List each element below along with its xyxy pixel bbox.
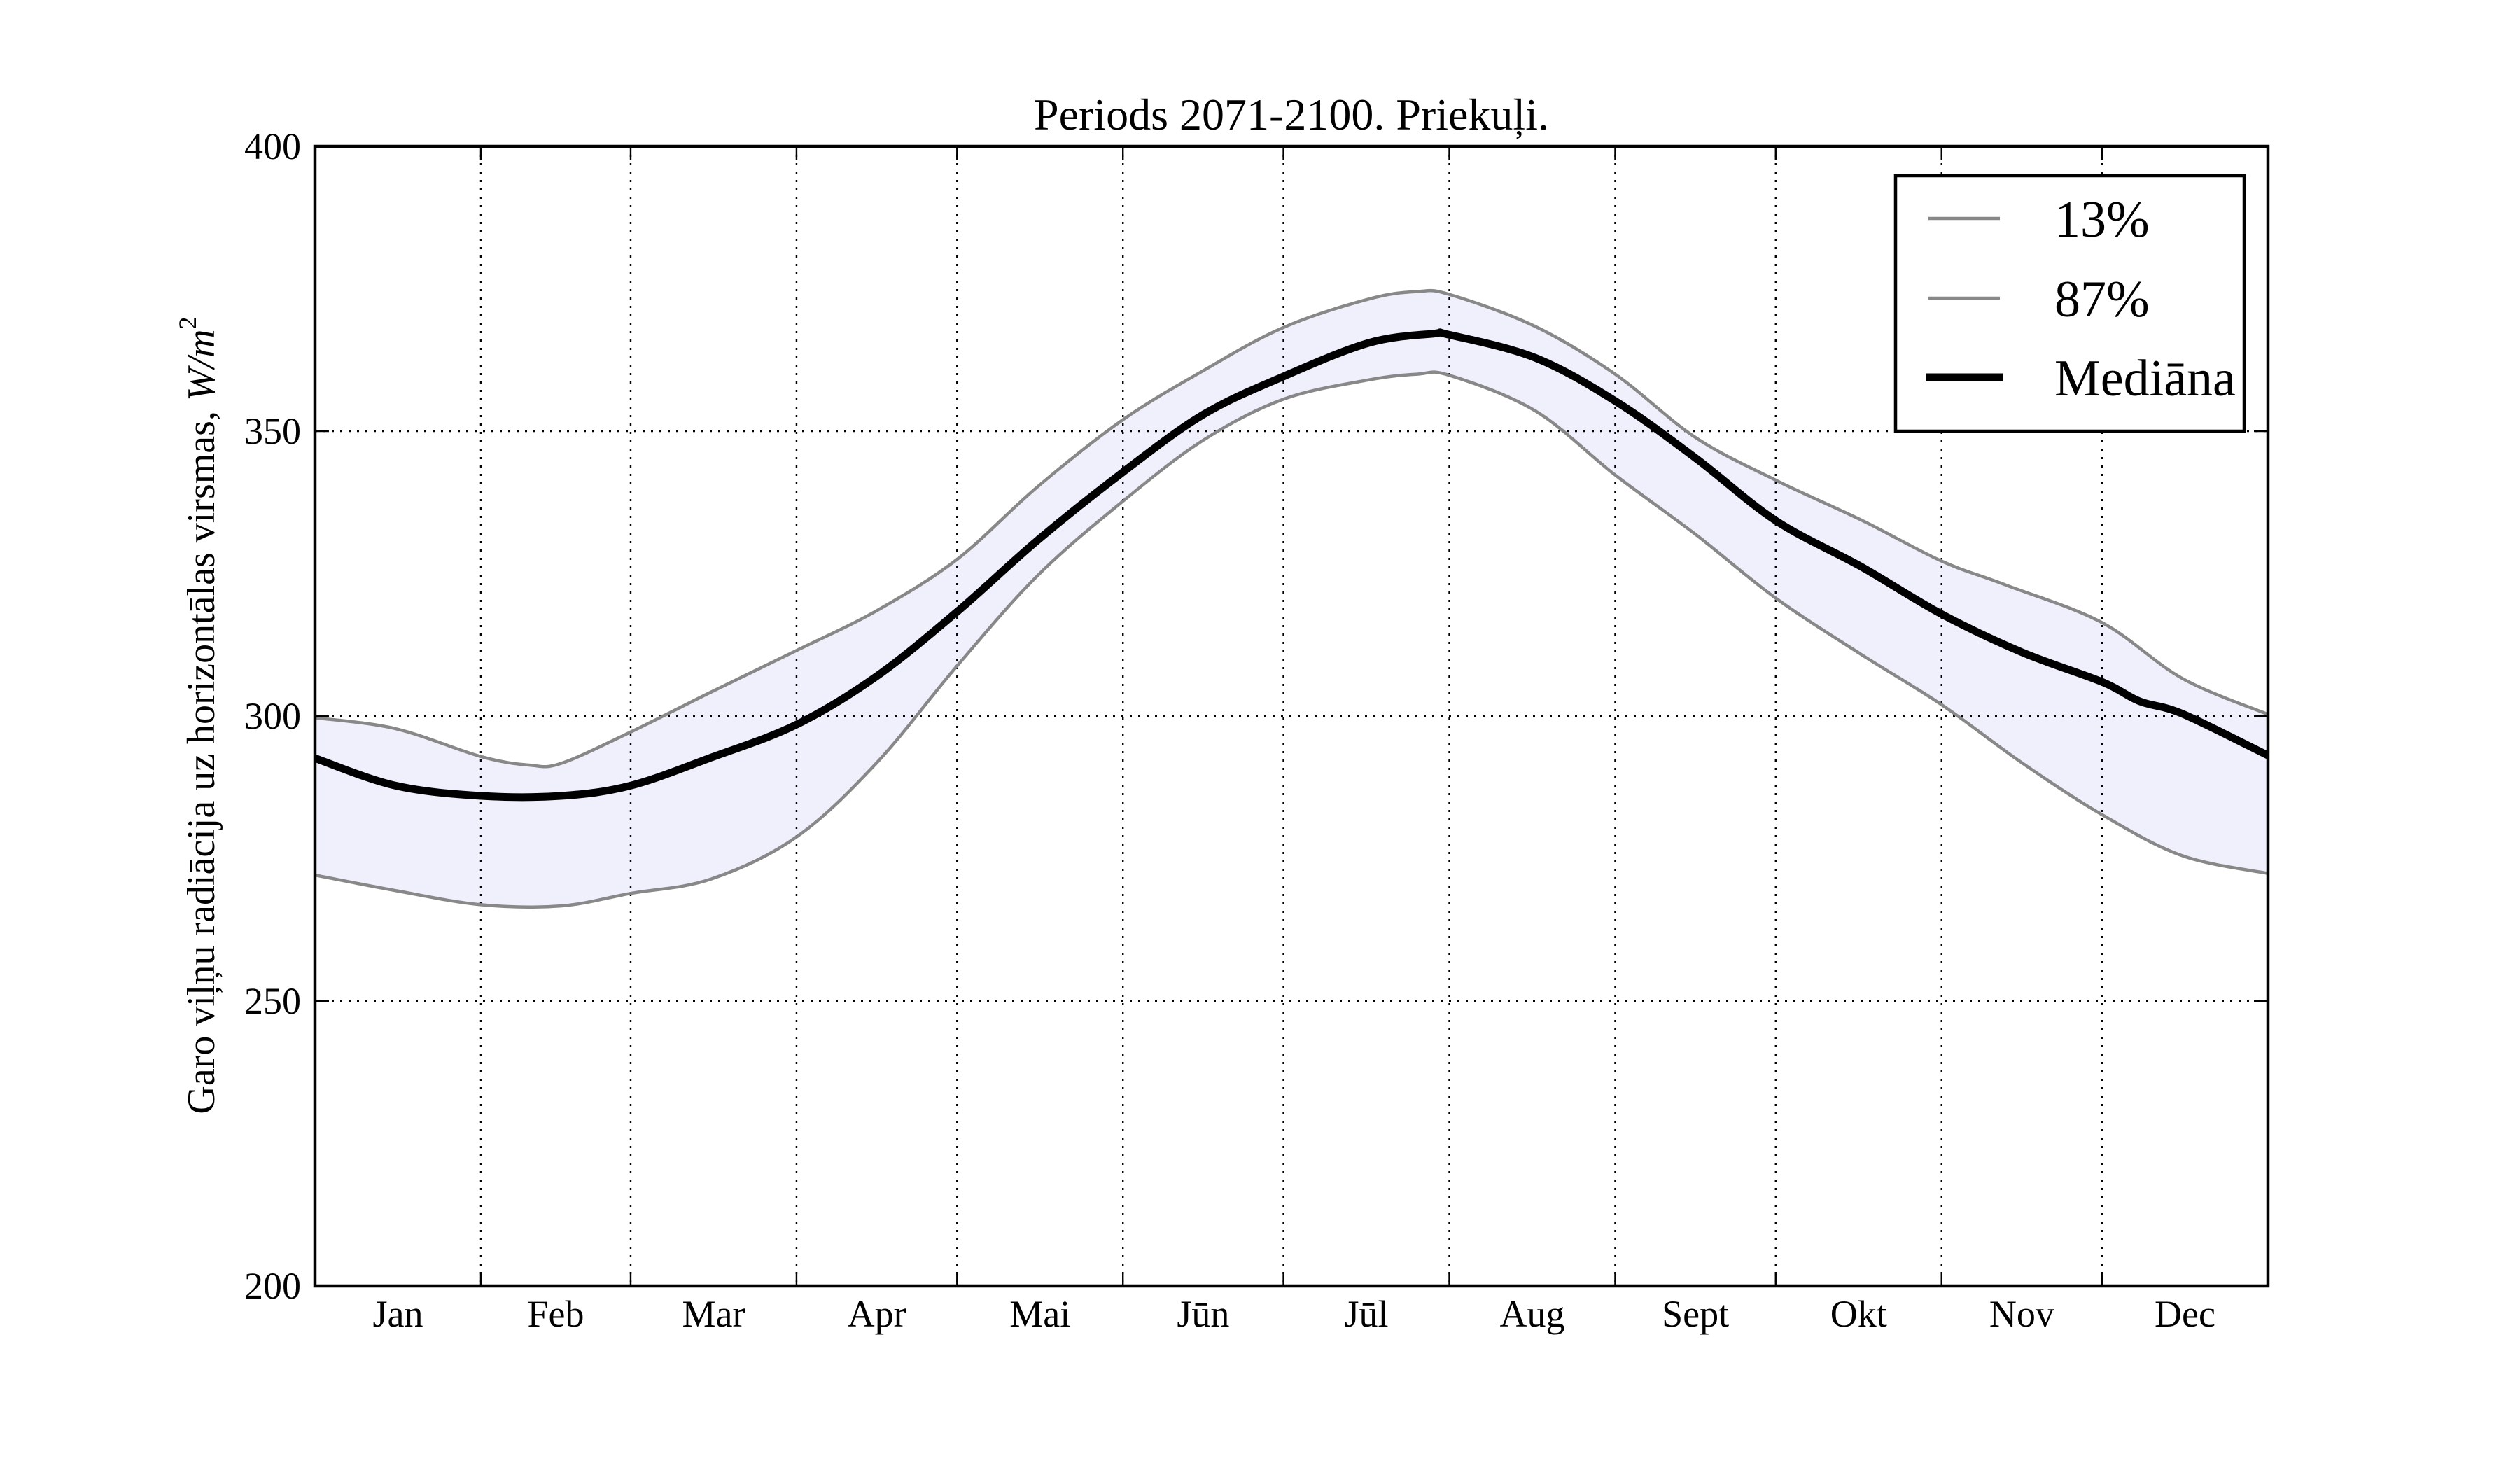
x-tick-label: Okt bbox=[1830, 1293, 1887, 1335]
y-tick-label: 250 bbox=[244, 980, 301, 1022]
plot-area bbox=[313, 144, 2270, 1288]
percentile-band bbox=[315, 290, 2268, 907]
x-tick-label: Feb bbox=[527, 1293, 584, 1335]
x-tick-label: Jūl bbox=[1344, 1293, 1388, 1335]
series-line-median bbox=[314, 328, 2270, 802]
series-line-13 bbox=[314, 370, 2269, 909]
y-axis-label-exponent: 2 bbox=[174, 316, 202, 329]
tick-layer bbox=[315, 145, 2268, 1287]
x-tick-label: Sept bbox=[1662, 1293, 1729, 1335]
x-tick-labels: Jan Feb Mar Apr Mai Jūn Jūl Aug Sept Okt… bbox=[372, 1293, 2216, 1335]
y-tick-label: 400 bbox=[244, 125, 301, 167]
legend-label-median: Mediāna bbox=[2054, 350, 2236, 407]
percentile-band-layer bbox=[315, 290, 2268, 907]
x-tick-label: Aug bbox=[1499, 1293, 1564, 1335]
x-tick-label: Dec bbox=[2155, 1293, 2216, 1335]
series-layer bbox=[314, 288, 2270, 909]
chart-title: Periods 2071-2100. Priekuļi. bbox=[1034, 90, 1549, 139]
x-tick-label: Nov bbox=[1989, 1293, 2054, 1335]
x-tick-label: Jūn bbox=[1177, 1293, 1229, 1335]
x-tick-label: Apr bbox=[848, 1293, 906, 1335]
legend: 13% 87% Mediāna bbox=[1893, 174, 2246, 433]
legend-label-87: 87% bbox=[2054, 271, 2150, 328]
y-tick-label: 300 bbox=[244, 695, 301, 737]
grid-layer bbox=[315, 146, 2268, 1286]
y-tick-labels: 200 250 300 350 400 bbox=[244, 125, 301, 1307]
x-tick-label: Mai bbox=[1009, 1293, 1070, 1335]
legend-label-13: 13% bbox=[2054, 191, 2150, 248]
x-tick-label: Jan bbox=[372, 1293, 423, 1335]
y-tick-label: 200 bbox=[244, 1265, 301, 1307]
x-tick-label: Mar bbox=[682, 1293, 745, 1335]
y-axis-label: Garo viļņu radiācija uz horizontālas vir… bbox=[174, 316, 223, 1114]
series-line-87 bbox=[314, 288, 2269, 769]
y-axis-label-unit: W/m bbox=[180, 329, 223, 401]
y-axis-label-text: Garo viļņu radiācija uz horizontālas vir… bbox=[180, 401, 223, 1114]
y-tick-label: 350 bbox=[244, 410, 301, 452]
